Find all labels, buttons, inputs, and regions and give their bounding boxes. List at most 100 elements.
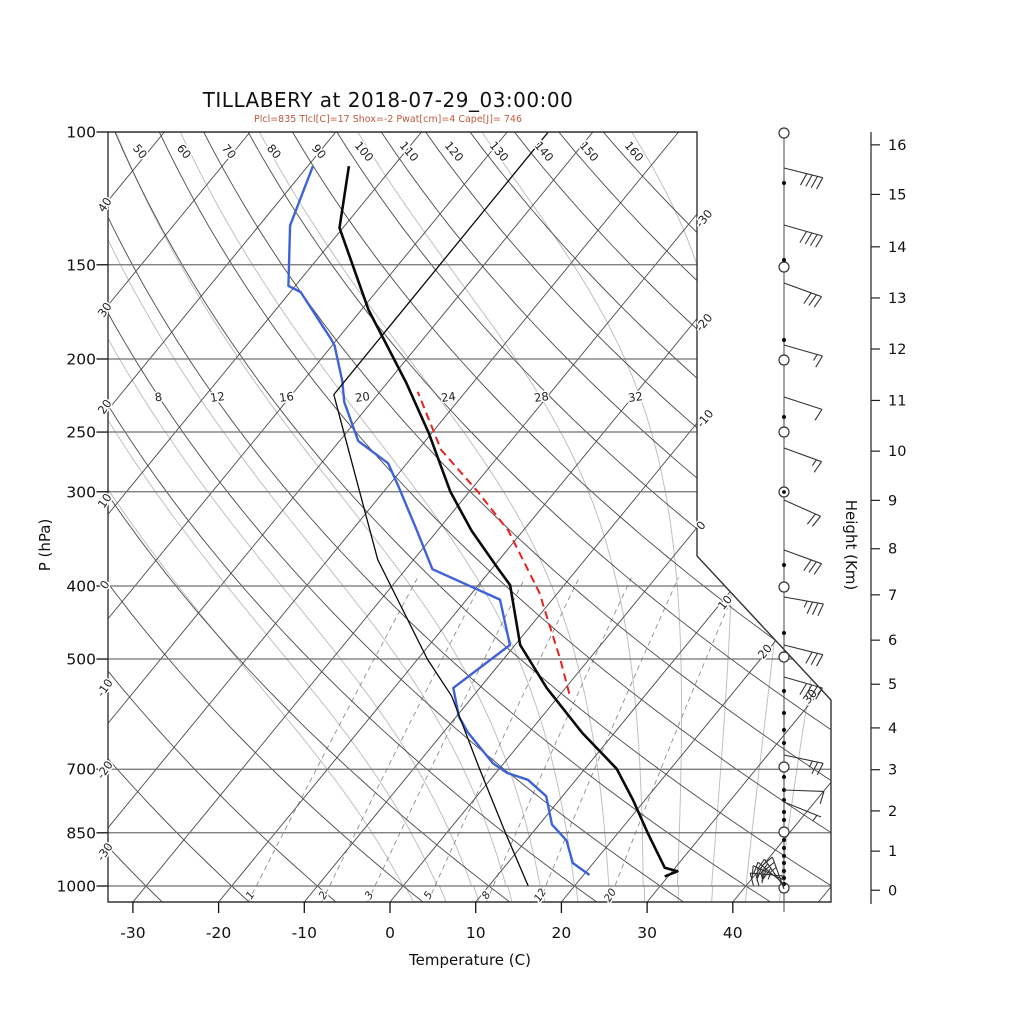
grid-line-labels: 50 60 70 80 90 100 110 120 130 140 150 160403020100… — [92, 137, 821, 906]
dry-adiabat-label: 30 — [95, 300, 115, 320]
level-dot-marker — [781, 414, 787, 420]
dry-adiabat-label: 150 — [577, 139, 602, 165]
page-title: TILLABERY at 2018-07-29_03:00:00 — [202, 88, 574, 112]
plot-frame — [96, 131, 832, 913]
wind-barb — [783, 754, 824, 776]
temperature-tick-label: 40 — [723, 924, 743, 942]
pressure-tick-label: 100 — [66, 124, 96, 142]
pressure-tick-label: 850 — [66, 824, 96, 842]
height-tick-label: 8 — [888, 542, 897, 558]
isotherm-label: -30 — [693, 207, 716, 230]
moist-adiabat-label: 20 — [354, 389, 370, 405]
level-dot-marker — [781, 797, 787, 803]
pressure-tick-label: 400 — [66, 577, 96, 595]
wind-barb — [783, 789, 825, 804]
grid-lines — [108, 132, 831, 902]
level-dot-marker — [781, 257, 787, 263]
wind-barb — [762, 856, 785, 890]
mixing-ratio-label: 5 — [422, 889, 436, 901]
moist-adiabat-label: 32 — [627, 389, 643, 405]
height-tick-label: 12 — [888, 342, 906, 358]
level-dot-marker — [781, 740, 787, 746]
level-dot-marker — [781, 837, 787, 843]
mixing-ratio-label: 3 — [363, 889, 377, 901]
dry-adiabat-label: 160 — [622, 139, 647, 165]
moist-adiabat-label: 8 — [154, 390, 163, 405]
level-dot-marker — [781, 630, 787, 636]
wind-barb — [783, 499, 821, 527]
height-tick-label: 1 — [888, 844, 897, 860]
level-dot-marker — [781, 562, 787, 568]
height-tick-label: 9 — [888, 493, 897, 509]
isotherm-label: 0 — [693, 518, 708, 533]
wind-barb — [783, 644, 824, 667]
temperature-curve — [338, 166, 679, 878]
wind-barb — [783, 549, 823, 575]
wind-barb — [783, 801, 822, 822]
pressure-tick-label: 1000 — [57, 878, 96, 896]
level-dot-marker — [781, 774, 787, 780]
dry-adiabat-label: 10 — [95, 491, 115, 511]
wind-barbs — [749, 127, 825, 912]
level-dot-marker — [781, 710, 787, 716]
pressure-tick-label: 700 — [66, 761, 96, 779]
dry-adiabat-label: 0 — [97, 578, 113, 592]
dry-adiabat-label: -10 — [94, 676, 116, 699]
wind-barb — [752, 861, 785, 885]
dry-adiabat-label: 50 — [130, 141, 150, 161]
reference-curve-thin — [333, 132, 549, 887]
height-tick-label: 2 — [888, 804, 897, 820]
wind-barb — [783, 344, 823, 368]
wind-barb — [783, 167, 824, 190]
height-tick-label: 13 — [888, 291, 906, 307]
parcel-curve-red-dashed — [416, 391, 571, 695]
level-dot-marker — [781, 853, 787, 859]
dry-adiabat-label: 70 — [219, 141, 239, 161]
level-dot-marker — [781, 688, 787, 694]
level-circle-marker — [778, 426, 790, 438]
pressure-tick-label: 200 — [66, 350, 96, 368]
level-dot-marker — [781, 868, 787, 874]
level-circle-marker — [778, 581, 790, 593]
temperature-tick-label: -10 — [292, 924, 317, 942]
level-dot-marker — [781, 845, 787, 851]
height-axis — [870, 132, 880, 904]
pressure-tick-label: 500 — [66, 651, 96, 669]
height-tick-label: 16 — [888, 138, 906, 154]
moist-adiabat-label: 28 — [533, 389, 549, 405]
height-tick-label: 5 — [888, 677, 897, 693]
dry-adiabat-label: 60 — [174, 141, 194, 161]
moist-adiabat-label: 16 — [278, 389, 294, 405]
height-tick-label: 15 — [888, 187, 906, 203]
dewpoint-curve — [287, 165, 591, 876]
wind-barb — [783, 596, 824, 616]
dry-adiabat-label: 130 — [487, 139, 512, 165]
height-tick-label: 10 — [888, 444, 906, 460]
wind-barb — [783, 447, 823, 473]
dry-adiabat-label: 20 — [95, 397, 115, 417]
temperature-tick-label: 30 — [637, 924, 657, 942]
dry-adiabat-label: 80 — [264, 141, 284, 161]
temperature-tick-label: 20 — [552, 924, 572, 942]
mixing-ratio-label: 1 — [244, 889, 258, 901]
level-dot-marker — [781, 817, 787, 823]
wind-barb — [756, 858, 785, 888]
moist-adiabat-label: 12 — [209, 389, 225, 405]
isotherm-label: -20 — [693, 311, 716, 334]
level-circle-marker — [778, 761, 790, 773]
height-tick-label: 14 — [888, 240, 906, 256]
wind-barb — [783, 396, 823, 421]
height-tick-label: 3 — [888, 763, 897, 779]
level-dot-marker — [781, 180, 787, 186]
temperature-tick-label: -30 — [120, 924, 145, 942]
pressure-tick-label: 300 — [66, 483, 96, 501]
level-circle-marker — [778, 826, 790, 838]
level-circle-marker — [778, 651, 790, 663]
temperature-tick-label: 10 — [466, 924, 486, 942]
wind-barb — [783, 224, 823, 248]
dry-adiabat-label: -20 — [94, 758, 116, 781]
isotherm-label: 10 — [715, 592, 735, 612]
